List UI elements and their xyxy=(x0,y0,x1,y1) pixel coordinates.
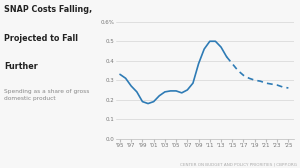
Text: Spending as a share of gross
domestic product: Spending as a share of gross domestic pr… xyxy=(4,89,90,101)
Text: CENTER ON BUDGET AND POLICY PRIORITIES | CBPP.ORG: CENTER ON BUDGET AND POLICY PRIORITIES |… xyxy=(180,162,297,166)
Text: Further: Further xyxy=(4,62,38,71)
Text: SNAP Costs Falling,: SNAP Costs Falling, xyxy=(4,5,93,14)
Text: Projected to Fall: Projected to Fall xyxy=(4,34,79,43)
